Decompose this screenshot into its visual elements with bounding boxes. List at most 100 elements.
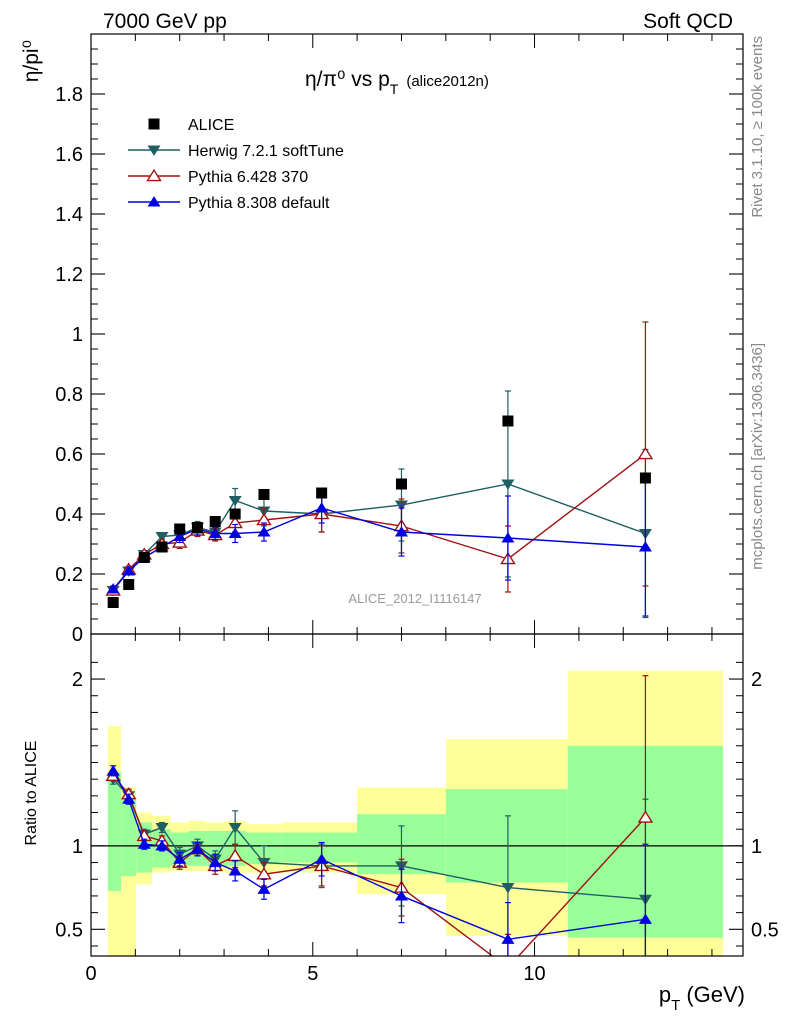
ratio-series-2-point [173,853,187,864]
main-series-3-point [257,526,271,537]
ratio-y-tick-label-right: 1 [751,836,762,858]
x-tick-label: 0 [85,963,96,985]
legend-label-1: Herwig 7.2.1 softTune [188,143,344,160]
legend-marker-0 [148,118,160,130]
ratio-y-tick-label: 0.5 [55,919,83,941]
ratio-series-2-point [190,843,204,854]
main-series-3-line [112,507,646,590]
legend-label-2: Pythia 6.428 370 [188,169,308,186]
main-y-tick-label: 0.4 [55,504,83,526]
x-axis-label: pT (GeV) [659,982,745,1014]
main-series [105,321,654,619]
main-series-3-point [122,565,136,576]
legend-marker-1 [147,145,161,156]
ratio-bands [107,670,724,956]
main-y-tick-label: 1.4 [55,204,83,226]
ratio-series-1-point [501,962,514,972]
ratio-series-0-point [501,883,515,894]
main-series-3-point [501,532,515,543]
main-y-tick-label: 0.8 [55,384,83,406]
header-right: Soft QCD [643,10,733,33]
main-series-1-point [228,495,242,507]
main-series-0-point [174,523,186,535]
main-series-3-point [106,583,120,594]
main-series-2-point [637,446,654,460]
chart-title-sub: T [390,81,399,97]
main-y-label: η/pi⁰ [20,40,43,82]
ratio-series-2-point [137,838,151,849]
main-series-0-point [258,489,270,500]
legend-marker-3 [147,196,161,207]
header-left: 7000 GeV pp [103,10,227,33]
ratio-series-2-point [106,764,120,776]
ratio-series-2-point [155,840,169,851]
ratio-series [105,675,654,972]
main-y-tick-label: 1.8 [55,84,83,106]
ratio-y-tick-label-right: 2 [751,669,762,691]
ratio-band-green [445,789,568,883]
main-y-tick-label: 1.2 [55,264,83,286]
ratio-y-tick-label: 2 [72,669,83,691]
x-axis-label-unit: (GeV) [686,982,745,1007]
mcplots-label: mcplots.cern.ch [arXiv:1306.3436] [749,343,766,570]
main-series-0-point [395,478,407,490]
main-series-3-point [638,541,652,552]
ratio-series-2-point [257,883,271,894]
x-tick-label: 5 [307,963,318,985]
main-series-3-point [315,502,329,513]
ratio-series-2-point [501,933,515,944]
ratio-series-0-point [155,822,169,834]
ratio-band-green [107,772,122,891]
ratio-y-label: Ratio to ALICE [23,741,40,846]
ratio-ticks: 0.5 0.5 1 1 2 2 0 5 10 [55,634,779,985]
ratio-y-tick-label-right: 0.5 [751,919,779,941]
chart-title-main: η/π⁰ vs p [305,68,390,91]
ratio-series-0-point [228,822,242,834]
main-series-3-point [173,530,187,542]
main-series-0-point [138,552,150,563]
main-series-1-point [501,479,515,490]
legend-marker-2 [146,168,162,182]
main-series-0-point [156,541,168,553]
main-series-0-point [107,597,119,608]
ratio-series-2-point [394,890,408,901]
main-series-3-point [208,527,222,539]
ratio-y-tick-label: 1 [72,836,83,858]
chart-title: η/π⁰ vs pT (alice2012n) [305,68,489,97]
ratio-series-2-point [228,865,242,876]
main-y-zero-label: 0 [72,624,83,646]
main-y-tick-label: 1.6 [55,144,83,166]
legend: ALICE Herwig 7.2.1 softTune Pythia 6.428 3… [128,117,344,212]
main-series-0-point [502,415,514,427]
main-series-0-point [229,508,241,520]
ratio-series-2-point [638,913,652,924]
main-y-tick-label: 1 [72,324,83,346]
chart-title-tag: (alice2012n) [406,73,489,90]
ratio-series-1-point [637,810,654,823]
main-series-0-point [639,472,651,484]
main-y-tick-label: 0.6 [55,444,83,466]
main-y-tick-label: 0.2 [55,564,83,586]
main-series-0-point [123,579,135,590]
main-series-0-point [191,522,203,533]
legend-label-0: ALICE [188,117,234,134]
ratio-series-2-point [208,856,222,868]
ratio-plot-frame [90,633,744,957]
x-tick-label: 10 [523,963,545,985]
x-axis-label-sub: T [671,997,680,1014]
rivet-label: Rivet 3.1.10, ≥ 100k events [749,36,766,218]
main-series-1-line [112,483,646,591]
main-series-0-point [316,487,328,499]
ratio-band-green [121,799,137,876]
x-axis-label-main: p [659,982,671,1007]
main-series-0-point [209,516,221,527]
legend-label-3: Pythia 8.308 default [188,195,330,212]
main-series-3-point [228,527,242,539]
ratio-series-2-point [122,793,136,804]
main-series-3-point [394,526,408,537]
main-y-ticks: 0.2 0.4 0.6 0.8 1 1.2 1.4 1.6 1.8 0 [55,34,743,646]
watermark: ALICE_2012_I1116147 [348,591,481,606]
ratio-series-2-point [315,853,329,864]
